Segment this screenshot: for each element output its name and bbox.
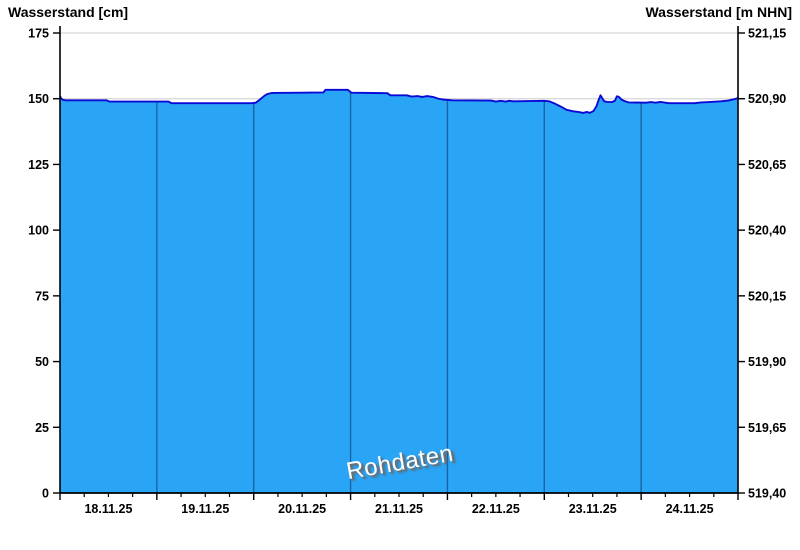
left-tick-label: 175 [28, 27, 49, 41]
left-tick-label: 75 [35, 289, 49, 303]
left-tick-label: 125 [28, 158, 49, 172]
left-tick-label: 25 [35, 421, 49, 435]
water-level-area [60, 89, 738, 494]
left-axis-title: Wasserstand [cm] [8, 4, 129, 20]
right-tick-label: 521,15 [748, 27, 786, 41]
left-tick-label: 150 [28, 92, 49, 106]
left-tick-label: 100 [28, 224, 49, 238]
left-tick-label: 0 [42, 487, 49, 501]
right-tick-label: 520,65 [748, 158, 786, 172]
water-level-line [59, 88, 739, 114]
right-tick-label: 519,65 [748, 421, 786, 435]
right-tick-label: 519,40 [748, 487, 786, 501]
x-date-label: 21.11.25 [375, 502, 423, 516]
left-tick-label: 50 [35, 355, 49, 369]
x-date-label: 19.11.25 [181, 502, 229, 516]
right-tick-label: 520,15 [748, 289, 786, 303]
x-date-label: 20.11.25 [278, 502, 326, 516]
x-date-label: 18.11.25 [84, 502, 132, 516]
right-tick-label: 520,90 [748, 92, 786, 106]
right-tick-label: 520,40 [748, 224, 786, 238]
x-date-label: 22.11.25 [472, 502, 520, 516]
right-axis-title: Wasserstand [m NHN] [645, 4, 792, 20]
x-date-label: 24.11.25 [666, 502, 714, 516]
right-tick-label: 519,90 [748, 355, 786, 369]
x-date-label: 23.11.25 [569, 502, 617, 516]
